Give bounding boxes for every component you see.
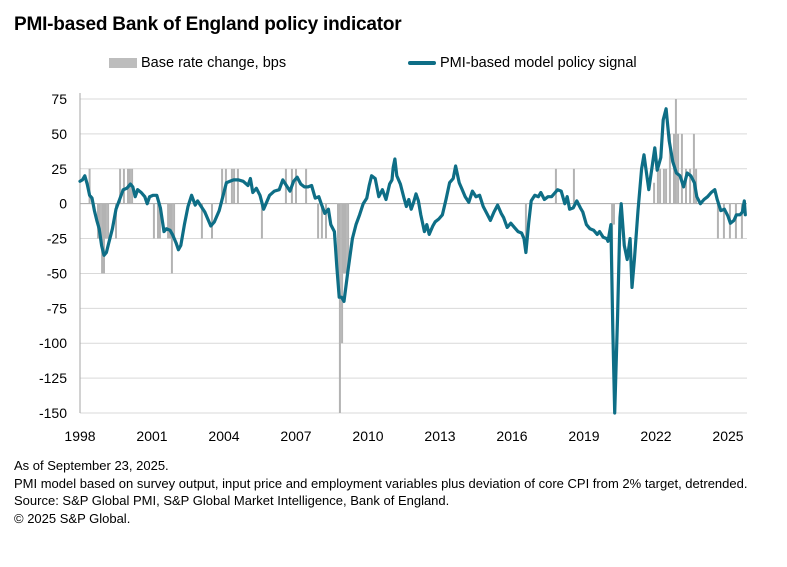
- bar: [722, 203, 725, 239]
- bar: [347, 203, 350, 274]
- chart-plot: 75 50 25 0 -25 -50 -75 -100 -125 -150 1998 2001 200…: [39, 91, 747, 444]
- bar: [341, 203, 344, 344]
- bar: [740, 203, 743, 239]
- bar: [344, 203, 347, 274]
- x-tick-label: 2013: [424, 428, 455, 444]
- x-tick-label: 2001: [136, 428, 167, 444]
- bar: [152, 203, 155, 239]
- bar: [230, 168, 233, 204]
- legend-label-bars: Base rate change, bps: [141, 55, 287, 71]
- note-as-of: As of September 23, 2025.: [14, 458, 169, 473]
- bar: [665, 168, 668, 204]
- bar: [169, 203, 171, 239]
- bar: [659, 168, 662, 204]
- bar: [103, 203, 105, 274]
- legend: Base rate change, bps PMI-based model po…: [0, 55, 787, 77]
- bar: [167, 203, 170, 239]
- legend-line-swatch-icon: [408, 61, 436, 65]
- note-methodology: PMI model based on survey output, input …: [14, 475, 748, 491]
- note-copyright: © 2025 S&P Global.: [14, 510, 131, 526]
- bar: [572, 168, 575, 204]
- y-tick-label: 75: [51, 91, 67, 107]
- bar: [200, 203, 203, 239]
- bar: [233, 168, 236, 204]
- series-line-pmi-signal: [78, 107, 747, 415]
- note-source: Source: S&P Global PMI, S&P Global Marke…: [14, 493, 450, 508]
- bar: [680, 133, 683, 204]
- bar: [317, 203, 320, 239]
- bar: [157, 203, 159, 239]
- y-tick-label: -25: [47, 231, 67, 247]
- legend-item-bars: Base rate change, bps: [109, 55, 286, 71]
- bar: [689, 168, 692, 204]
- bar: [674, 99, 677, 204]
- bar: [107, 203, 110, 239]
- bar: [325, 203, 327, 239]
- bar: [613, 203, 615, 225]
- bar: [662, 168, 665, 204]
- bar: [343, 203, 345, 274]
- bar: [320, 203, 323, 239]
- bar: [122, 168, 125, 204]
- bar: [260, 203, 263, 239]
- x-tick-label: 2022: [640, 428, 671, 444]
- legend-item-line: PMI-based model policy signal: [408, 55, 637, 71]
- x-tick-label: 2007: [280, 428, 311, 444]
- x-tick-label: 2016: [496, 428, 527, 444]
- bar: [734, 203, 737, 239]
- bar: [656, 168, 659, 204]
- bar: [653, 182, 656, 204]
- bar: [554, 168, 557, 204]
- bar: [173, 203, 176, 239]
- bar: [119, 168, 122, 204]
- bar: [685, 168, 687, 204]
- bar: [338, 203, 341, 413]
- chart-title: PMI-based Bank of England policy indicat…: [14, 14, 402, 35]
- y-tick-label: 25: [51, 161, 67, 177]
- legend-bar-swatch-icon: [109, 58, 137, 68]
- x-tick-label: 2004: [208, 428, 239, 444]
- bar: [104, 203, 107, 239]
- y-tick-label: -75: [47, 300, 67, 316]
- legend-label-line: PMI-based model policy signal: [440, 55, 637, 71]
- bar: [221, 168, 224, 204]
- bar: [716, 203, 719, 239]
- bar: [692, 133, 695, 204]
- bar: [98, 203, 101, 239]
- bar: [170, 203, 173, 274]
- x-tick-label: 1998: [64, 428, 95, 444]
- y-tick-label: -125: [39, 370, 67, 386]
- bar: [236, 168, 239, 204]
- bar: [677, 133, 680, 204]
- bar: [88, 168, 91, 204]
- y-tick-label: -150: [39, 405, 67, 421]
- bar: [211, 203, 213, 239]
- bar: [337, 203, 339, 274]
- bar: [668, 133, 671, 204]
- bar: [295, 168, 297, 204]
- bar: [524, 203, 527, 239]
- y-tick-label: -50: [47, 265, 67, 281]
- bar: [158, 203, 161, 239]
- y-tick-label: 0: [59, 196, 67, 212]
- x-tick-label: 2025: [712, 428, 743, 444]
- bar: [115, 203, 117, 239]
- x-tick-label: 2010: [352, 428, 383, 444]
- chart-notes: As of September 23, 2025. PMI model base…: [14, 458, 754, 528]
- x-tick-label: 2019: [568, 428, 599, 444]
- y-tick-label: -100: [39, 335, 67, 351]
- y-tick-label: 50: [51, 126, 67, 142]
